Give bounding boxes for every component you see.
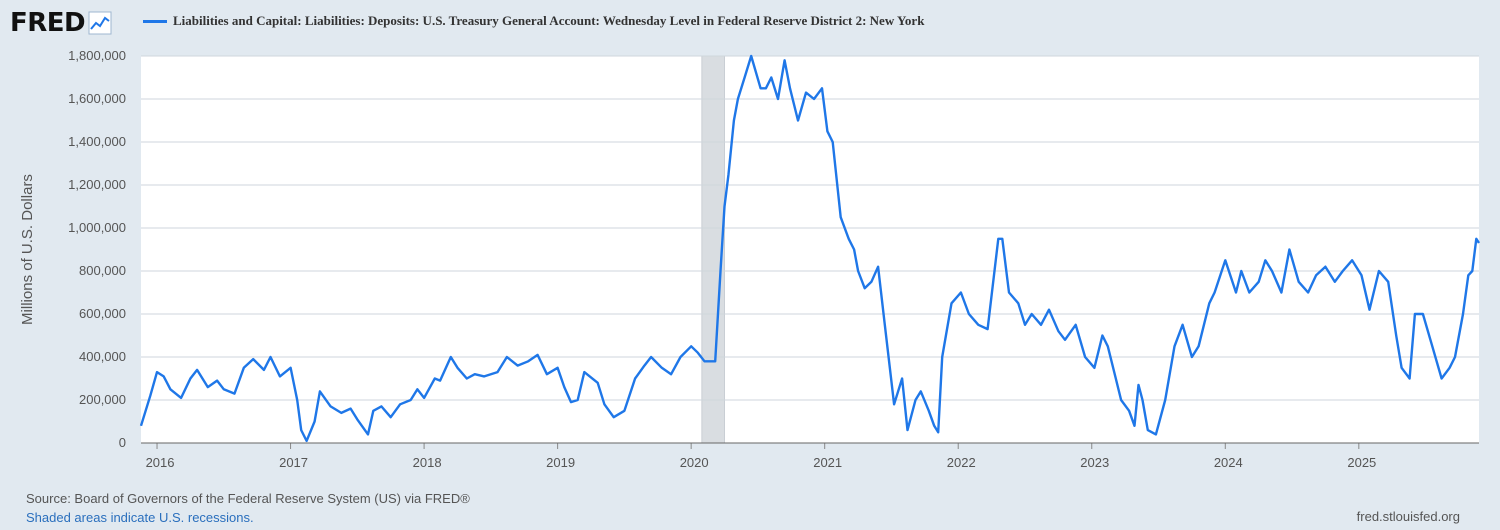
y-tick-label: 400,000 <box>79 349 126 364</box>
x-tick-label: 2021 <box>813 455 842 470</box>
x-tick-label: 2018 <box>413 455 442 470</box>
recession-note[interactable]: Shaded areas indicate U.S. recessions. <box>26 510 254 525</box>
chart-legend: Liabilities and Capital: Liabilities: De… <box>143 13 924 29</box>
fred-url[interactable]: fred.stlouisfed.org <box>1356 509 1460 524</box>
plot-area <box>141 56 1479 443</box>
y-axis-label: Millions of U.S. Dollars <box>19 174 36 325</box>
x-tick-label: 2016 <box>146 455 175 470</box>
x-tick-label: 2023 <box>1080 455 1109 470</box>
source-note: Source: Board of Governors of the Federa… <box>26 491 470 506</box>
line-chart-icon <box>88 11 112 35</box>
y-tick-label: 0 <box>119 435 126 450</box>
y-tick-label: 600,000 <box>79 306 126 321</box>
y-tick-label: 1,600,000 <box>68 91 126 106</box>
legend-series-title[interactable]: Liabilities and Capital: Liabilities: De… <box>173 13 925 28</box>
series-line <box>139 54 1481 443</box>
fred-header: FRED <box>10 6 112 40</box>
fred-logo[interactable]: FRED <box>10 8 86 38</box>
x-tick-label: 2025 <box>1347 455 1376 470</box>
x-tick-label: 2022 <box>947 455 976 470</box>
x-tick-label: 2020 <box>680 455 709 470</box>
x-tick-label: 2019 <box>546 455 575 470</box>
legend-swatch <box>143 19 167 23</box>
x-tick-label: 2024 <box>1214 455 1243 470</box>
y-tick-label: 800,000 <box>79 263 126 278</box>
y-tick-label: 1,000,000 <box>68 220 126 235</box>
x-tick-label: 2017 <box>279 455 308 470</box>
y-tick-label: 200,000 <box>79 392 126 407</box>
y-tick-label: 1,800,000 <box>68 48 126 63</box>
y-tick-label: 1,400,000 <box>68 134 126 149</box>
y-tick-label: 1,200,000 <box>68 177 126 192</box>
